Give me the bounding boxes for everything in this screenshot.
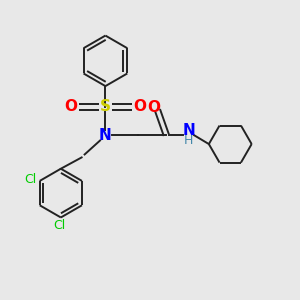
Text: S: S (100, 99, 111, 114)
Text: N: N (182, 123, 195, 138)
Text: H: H (184, 134, 193, 147)
Text: Cl: Cl (24, 173, 36, 186)
Text: N: N (99, 128, 112, 142)
Text: O: O (64, 99, 77, 114)
Text: O: O (147, 100, 161, 115)
Text: Cl: Cl (53, 219, 65, 232)
Text: O: O (134, 99, 147, 114)
